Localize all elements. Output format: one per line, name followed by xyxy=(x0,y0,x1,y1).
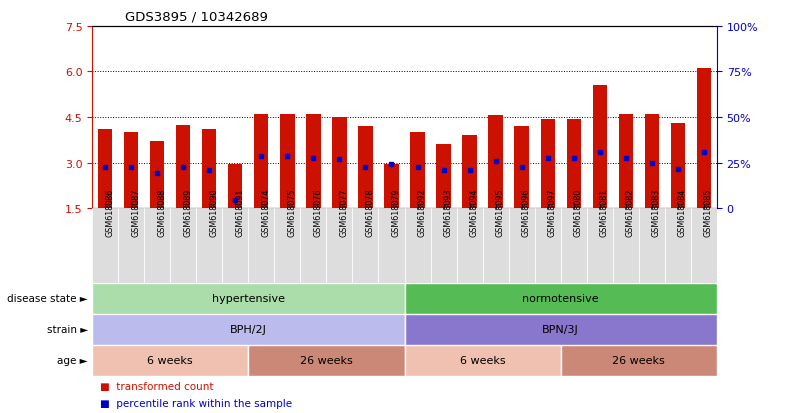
Bar xyxy=(514,127,529,209)
Text: ■  percentile rank within the sample: ■ percentile rank within the sample xyxy=(100,398,292,408)
Text: BPH/2J: BPH/2J xyxy=(230,324,267,335)
Text: GSM618093: GSM618093 xyxy=(444,188,453,236)
Bar xyxy=(405,283,717,314)
Bar xyxy=(171,209,196,283)
Bar xyxy=(482,209,509,283)
Text: GSM618097: GSM618097 xyxy=(548,188,557,237)
Bar xyxy=(92,314,405,345)
Bar xyxy=(566,119,581,209)
Text: GDS3895 / 10342689: GDS3895 / 10342689 xyxy=(125,10,268,23)
Text: GSM618074: GSM618074 xyxy=(261,188,270,236)
Text: GSM618082: GSM618082 xyxy=(626,188,634,236)
Bar xyxy=(280,115,295,209)
Text: GSM618083: GSM618083 xyxy=(652,188,661,236)
Bar xyxy=(437,145,451,209)
Bar xyxy=(541,119,555,209)
Text: GSM618096: GSM618096 xyxy=(521,188,530,236)
Bar xyxy=(405,345,561,376)
Text: disease state ►: disease state ► xyxy=(7,293,88,304)
Bar xyxy=(613,209,639,283)
Text: GSM618075: GSM618075 xyxy=(288,188,296,237)
Bar xyxy=(405,314,717,345)
Bar xyxy=(92,283,405,314)
Bar xyxy=(379,209,405,283)
Bar xyxy=(618,115,633,209)
Bar xyxy=(202,130,216,209)
Bar xyxy=(457,209,482,283)
Bar xyxy=(690,209,717,283)
Bar xyxy=(645,115,659,209)
Bar xyxy=(176,125,191,209)
Bar xyxy=(593,86,607,209)
Text: GSM618085: GSM618085 xyxy=(704,188,713,236)
Text: GSM618077: GSM618077 xyxy=(340,188,348,237)
Bar xyxy=(119,209,144,283)
Bar xyxy=(639,209,665,283)
Bar xyxy=(248,345,405,376)
Bar xyxy=(586,209,613,283)
Bar xyxy=(384,165,399,209)
Text: BPN/3J: BPN/3J xyxy=(542,324,579,335)
Bar xyxy=(535,209,561,283)
Bar xyxy=(327,209,352,283)
Bar xyxy=(332,118,347,209)
Bar xyxy=(561,345,717,376)
Bar xyxy=(561,209,586,283)
Text: 6 weeks: 6 weeks xyxy=(460,355,505,366)
Bar xyxy=(150,142,164,209)
Text: GSM618076: GSM618076 xyxy=(313,188,322,236)
Bar xyxy=(352,209,378,283)
Bar xyxy=(92,209,119,283)
Text: ■  transformed count: ■ transformed count xyxy=(100,381,214,391)
Bar xyxy=(431,209,457,283)
Text: GSM618089: GSM618089 xyxy=(183,188,192,236)
Bar xyxy=(124,133,139,209)
Bar xyxy=(697,69,711,209)
Text: GSM618081: GSM618081 xyxy=(600,188,609,236)
Text: GSM618090: GSM618090 xyxy=(209,188,218,236)
Text: GSM618086: GSM618086 xyxy=(105,188,114,236)
Bar xyxy=(489,116,503,209)
Bar xyxy=(92,345,248,376)
Text: GSM618092: GSM618092 xyxy=(417,188,426,237)
Text: GSM618091: GSM618091 xyxy=(235,188,244,236)
Bar xyxy=(223,209,248,283)
Text: GSM618095: GSM618095 xyxy=(496,188,505,237)
Bar xyxy=(405,209,431,283)
Text: 6 weeks: 6 weeks xyxy=(147,355,193,366)
Text: 26 weeks: 26 weeks xyxy=(300,355,352,366)
Bar xyxy=(98,130,112,209)
Bar xyxy=(410,133,425,209)
Text: GSM618079: GSM618079 xyxy=(392,188,400,237)
Text: strain ►: strain ► xyxy=(47,324,88,335)
Bar xyxy=(248,209,274,283)
Bar xyxy=(228,165,243,209)
Text: GSM618094: GSM618094 xyxy=(469,188,478,236)
Text: age ►: age ► xyxy=(58,355,88,366)
Text: GSM618088: GSM618088 xyxy=(157,188,166,236)
Bar xyxy=(274,209,300,283)
Text: 26 weeks: 26 weeks xyxy=(613,355,665,366)
Text: GSM618084: GSM618084 xyxy=(678,188,686,236)
Bar xyxy=(509,209,535,283)
Bar xyxy=(462,136,477,209)
Bar xyxy=(196,209,223,283)
Bar xyxy=(300,209,327,283)
Text: normotensive: normotensive xyxy=(522,293,599,304)
Text: hypertensive: hypertensive xyxy=(211,293,285,304)
Bar xyxy=(670,124,685,209)
Bar xyxy=(306,115,320,209)
Bar xyxy=(665,209,690,283)
Bar xyxy=(358,127,372,209)
Bar xyxy=(254,115,268,209)
Text: GSM618078: GSM618078 xyxy=(365,188,374,236)
Bar xyxy=(144,209,171,283)
Text: GSM618080: GSM618080 xyxy=(574,188,582,236)
Text: GSM618087: GSM618087 xyxy=(131,188,140,236)
